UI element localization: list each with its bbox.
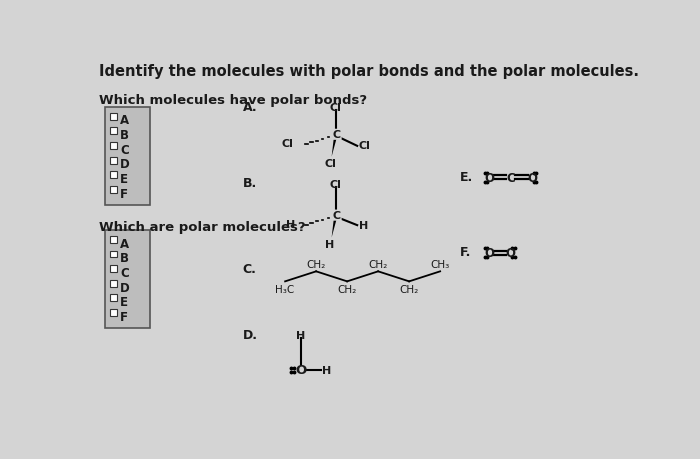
Text: C: C [333, 211, 341, 221]
Text: C.: C. [242, 263, 256, 275]
Text: CH₂: CH₂ [337, 284, 357, 294]
Text: A: A [120, 237, 130, 250]
Text: H: H [326, 240, 335, 249]
Text: CH₃: CH₃ [430, 259, 449, 269]
Text: A: A [120, 114, 130, 127]
Text: H: H [286, 220, 295, 230]
Text: B: B [120, 252, 129, 265]
Text: CH₂: CH₂ [307, 259, 326, 269]
Text: CH₂: CH₂ [368, 259, 388, 269]
Text: C: C [120, 266, 129, 280]
Bar [110, 143, 117, 150]
Text: D.: D. [242, 328, 258, 341]
Bar [110, 266, 117, 273]
Text: Cl: Cl [282, 139, 294, 148]
Text: Cl: Cl [330, 103, 342, 113]
Bar [110, 128, 117, 135]
Text: B: B [120, 129, 129, 142]
Bar [110, 172, 117, 179]
Text: D: D [120, 281, 130, 294]
Text: Cl: Cl [324, 159, 336, 169]
Polygon shape [332, 137, 337, 157]
Bar [110, 295, 117, 302]
Text: H₃C: H₃C [276, 284, 295, 294]
Text: O: O [295, 364, 307, 376]
Text: O: O [527, 172, 538, 185]
Bar [110, 157, 117, 164]
Text: H: H [296, 330, 305, 340]
Bar [110, 280, 117, 287]
Bar [110, 309, 117, 316]
Polygon shape [332, 218, 337, 238]
Text: F: F [120, 310, 128, 323]
Text: Which molecules have polar bonds?: Which molecules have polar bonds? [99, 94, 368, 106]
Text: C: C [506, 172, 515, 185]
Text: H: H [358, 221, 368, 230]
Text: C: C [333, 130, 341, 140]
Text: Identify the molecules with polar bonds and the polar molecules.: Identify the molecules with polar bonds … [99, 64, 639, 79]
Bar [104, 107, 150, 206]
Bar [110, 186, 117, 193]
Bar [110, 236, 117, 243]
Text: E: E [120, 173, 128, 185]
Text: C: C [120, 143, 129, 157]
Text: Cl: Cl [330, 179, 342, 190]
Text: B.: B. [242, 176, 257, 190]
Text: E.: E. [459, 170, 473, 183]
Text: Cl: Cl [358, 141, 370, 151]
Text: F.: F. [459, 246, 471, 258]
Bar [104, 230, 150, 329]
Bar [110, 113, 117, 120]
Text: D: D [120, 158, 130, 171]
Bar [110, 251, 117, 258]
Text: CH₂: CH₂ [400, 284, 419, 294]
Text: A.: A. [242, 101, 257, 114]
Text: E: E [120, 296, 128, 308]
Text: O: O [484, 172, 494, 185]
Text: F: F [120, 187, 128, 200]
Text: O: O [505, 247, 516, 260]
Text: Which are polar molecules?: Which are polar molecules? [99, 220, 306, 233]
Text: H: H [322, 365, 332, 375]
Text: O: O [484, 247, 494, 260]
